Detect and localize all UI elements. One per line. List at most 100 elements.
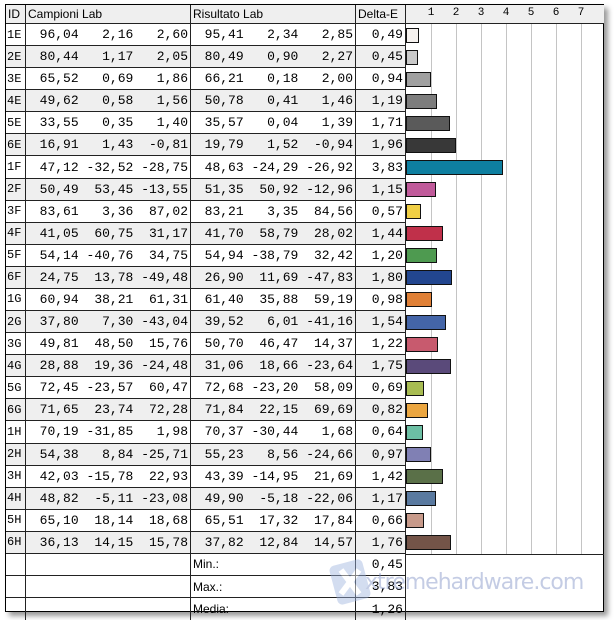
- risultato-lab-values: 39,52 6,01 -41,16: [191, 311, 356, 333]
- bar-6F: [406, 270, 452, 286]
- a-value: -31,85: [86, 424, 134, 440]
- a-value: 2,16: [102, 27, 134, 43]
- bar-1F: [406, 159, 503, 175]
- risultato-lab-values: 55,23 8,56 -24,66: [191, 443, 356, 465]
- row-id: 2H: [6, 443, 26, 465]
- delta-e-value: 0,64: [356, 421, 406, 443]
- delta-e-value: 1,80: [356, 266, 406, 288]
- row-id: 4E: [6, 90, 26, 112]
- campioni-lab-values: 54,38 8,84 -25,71: [26, 443, 191, 465]
- row-id: 2G: [6, 311, 26, 333]
- gridline: [481, 24, 482, 554]
- delta-e-value: 0,49: [356, 24, 406, 46]
- b-value: 1,98: [156, 424, 189, 440]
- empty-cell: [6, 576, 26, 598]
- campioni-lab-values: 71,65 23,74 72,28: [26, 399, 191, 421]
- b-value: 58,09: [314, 380, 354, 396]
- l-value: 48,63: [204, 159, 244, 175]
- a-value: 0,58: [102, 93, 134, 109]
- bar-5H: [406, 513, 424, 529]
- b-value: 15,76: [149, 336, 189, 352]
- a-value: 18,14: [94, 512, 134, 528]
- bar-4G: [406, 358, 451, 374]
- a-value: 0,41: [267, 93, 299, 109]
- a-value: -15,78: [86, 468, 134, 484]
- table-row: 1E 96,04 2,16 2,60 95,41 2,34 2,85 0,49: [6, 24, 406, 47]
- table-row: 3G 49,81 48,50 15,76 50,70 46,47 14,37 1,22: [6, 333, 406, 356]
- table-header: ID Campioni Lab Risultato Lab Delta-E: [6, 5, 406, 24]
- header-delta: Delta-E: [356, 5, 406, 23]
- row-id: 6G: [6, 399, 26, 421]
- delta-e-value: 0,94: [356, 68, 406, 90]
- header-campioni: Campioni Lab: [26, 5, 191, 23]
- l-value: 47,12: [39, 159, 79, 175]
- l-value: 36,13: [39, 534, 79, 550]
- table-row: 1G 60,94 38,21 61,31 61,40 35,88 59,19 0,98: [6, 288, 406, 312]
- b-value: -0,94: [314, 137, 354, 153]
- bar-3H: [406, 469, 443, 485]
- delta-e-bar-chart: 1 2 3 4 5 6 7: [406, 5, 604, 611]
- summary-label: Media:: [191, 598, 356, 620]
- row-id: 6F: [6, 266, 26, 288]
- campioni-lab-values: 33,55 0,35 1,40: [26, 112, 191, 134]
- gridline: [456, 24, 457, 554]
- table-row: 5H 65,10 18,14 18,68 65,51 17,32 17,84 0,66: [6, 509, 406, 532]
- b-value: 1,68: [321, 424, 354, 440]
- a-value: 60,75: [94, 225, 134, 241]
- a-value: -40,76: [86, 247, 134, 263]
- a-value: 12,84: [259, 534, 299, 550]
- campioni-lab-values: 28,88 19,36 -24,48: [26, 355, 191, 377]
- chart-bottom-border: [406, 553, 604, 555]
- b-value: 28,02: [314, 225, 354, 241]
- l-value: 96,04: [39, 27, 79, 43]
- b-value: -23,64: [306, 358, 354, 374]
- l-value: 49,90: [204, 490, 244, 506]
- a-value: 2,34: [267, 27, 299, 43]
- a-value: 22,15: [259, 402, 299, 418]
- a-value: 48,50: [94, 336, 134, 352]
- bar-6G: [406, 402, 428, 418]
- summary-value: 3,83: [356, 576, 406, 598]
- chart-axis: 1 2 3 4 5 6 7: [406, 5, 604, 24]
- row-id: 6E: [6, 134, 26, 156]
- risultato-lab-values: 66,21 0,18 2,00: [191, 68, 356, 90]
- a-value: -38,79: [251, 247, 299, 263]
- campioni-lab-values: 70,19 -31,85 1,98: [26, 421, 191, 443]
- a-value: 0,18: [267, 71, 299, 87]
- risultato-lab-values: 65,51 17,32 17,84: [191, 509, 356, 531]
- table-row: 3F 83,61 3,36 87,02 83,21 3,35 84,56 0,57: [6, 200, 406, 223]
- row-id: 3H: [6, 465, 26, 487]
- risultato-lab-values: 95,41 2,34 2,85: [191, 24, 356, 46]
- delta-e-value: 1,71: [356, 112, 406, 134]
- b-value: 2,60: [156, 27, 189, 43]
- a-value: 8,84: [102, 446, 134, 462]
- row-id: 5F: [6, 244, 26, 266]
- l-value: 54,38: [39, 446, 79, 462]
- delta-e-value: 0,82: [356, 399, 406, 421]
- a-value: -30,44: [251, 424, 299, 440]
- row-id: 3G: [6, 333, 26, 355]
- gridline: [531, 24, 532, 554]
- l-value: 70,19: [39, 424, 79, 440]
- bar-1G: [406, 292, 432, 308]
- l-value: 39,52: [204, 314, 244, 330]
- risultato-lab-values: 70,37 -30,44 1,68: [191, 421, 356, 443]
- bar-5F: [406, 248, 437, 264]
- l-value: 49,81: [39, 336, 79, 352]
- risultato-lab-values: 83,21 3,35 84,56: [191, 200, 356, 222]
- l-value: 43,39: [204, 468, 244, 484]
- delta-e-value: 0,69: [356, 377, 406, 399]
- campioni-lab-values: 83,61 3,36 87,02: [26, 200, 191, 222]
- l-value: 37,82: [204, 534, 244, 550]
- l-value: 71,65: [39, 402, 79, 418]
- header-id: ID: [6, 5, 26, 23]
- delta-e-value: 1,42: [356, 465, 406, 487]
- campioni-lab-values: 48,82 -5,11 -23,08: [26, 487, 191, 509]
- l-value: 70,37: [204, 424, 244, 440]
- a-value: 35,88: [259, 291, 299, 307]
- bar-2G: [406, 314, 446, 330]
- risultato-lab-values: 19,79 1,52 -0,94: [191, 134, 356, 156]
- bar-3E: [406, 71, 431, 87]
- b-value: 14,37: [314, 336, 354, 352]
- risultato-lab-values: 50,70 46,47 14,37: [191, 333, 356, 355]
